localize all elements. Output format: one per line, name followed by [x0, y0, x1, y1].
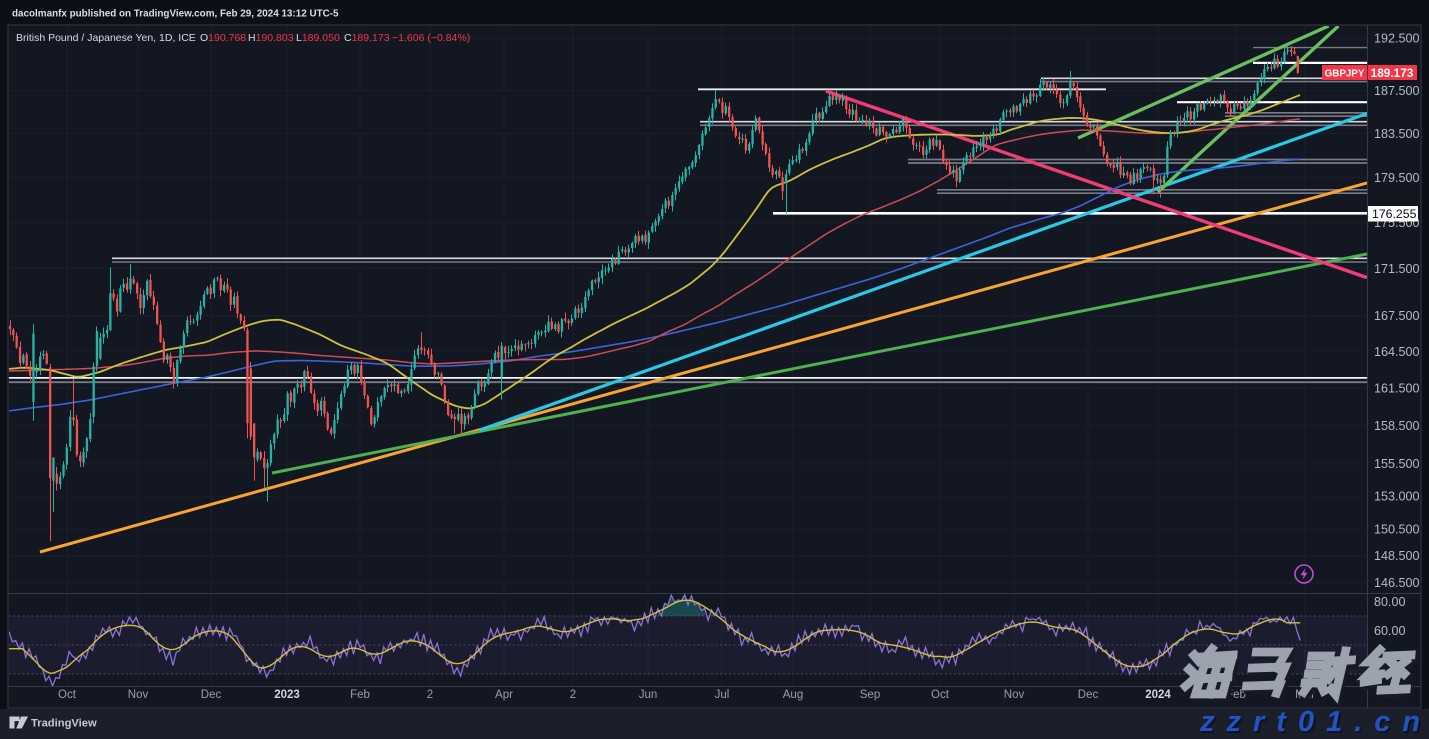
- svg-text:zzrt01.cn: zzrt01.cn: [1199, 706, 1429, 738]
- svg-text:C189.173: C189.173: [344, 32, 390, 44]
- svg-text:158.500: 158.500: [1374, 419, 1420, 433]
- svg-text:Jul: Jul: [715, 689, 730, 701]
- svg-text:2: 2: [427, 689, 433, 701]
- svg-text:O190.768: O190.768: [200, 32, 246, 44]
- svg-text:Dec: Dec: [201, 689, 222, 701]
- svg-text:150.500: 150.500: [1374, 523, 1420, 537]
- svg-text:L189.050: L189.050: [296, 32, 340, 44]
- svg-text:146.500: 146.500: [1374, 576, 1420, 590]
- svg-text:2023: 2023: [274, 689, 300, 701]
- svg-text:164.500: 164.500: [1374, 345, 1420, 359]
- svg-text:155.500: 155.500: [1374, 457, 1420, 471]
- svg-text:Feb: Feb: [350, 689, 370, 701]
- svg-text:2024: 2024: [1145, 689, 1171, 701]
- svg-text:189.173: 189.173: [1371, 66, 1414, 80]
- svg-text:167.500: 167.500: [1374, 309, 1420, 323]
- svg-text:Nov: Nov: [1004, 689, 1025, 701]
- svg-text:GBPJPY: GBPJPY: [1325, 68, 1365, 79]
- svg-text:dacolmanfx published on Tradin: dacolmanfx published on TradingView.com,…: [12, 9, 339, 20]
- svg-text:zzrt01.cn: zzrt01.cn: [1201, 708, 1429, 739]
- svg-text:TradingView: TradingView: [31, 718, 97, 730]
- svg-text:161.500: 161.500: [1374, 382, 1420, 396]
- svg-text:176.255: 176.255: [1372, 207, 1417, 221]
- svg-text:H190.803: H190.803: [248, 32, 294, 44]
- svg-text:Sep: Sep: [860, 689, 880, 701]
- svg-text:British Pound / Japanese Yen,: British Pound / Japanese Yen, 1D, ICE: [16, 32, 196, 44]
- svg-text:179.500: 179.500: [1374, 171, 1420, 185]
- svg-text:2: 2: [570, 689, 576, 701]
- svg-text:Jun: Jun: [639, 689, 658, 701]
- svg-text:183.500: 183.500: [1374, 127, 1420, 141]
- svg-text:Apr: Apr: [495, 689, 513, 701]
- svg-text:Dec: Dec: [1078, 689, 1099, 701]
- svg-text:Nov: Nov: [128, 689, 149, 701]
- svg-text:Aug: Aug: [783, 689, 803, 701]
- svg-text:80.00: 80.00: [1374, 595, 1406, 609]
- svg-text:148.500: 148.500: [1374, 549, 1420, 563]
- svg-text:−1.606 (−0.84%): −1.606 (−0.84%): [392, 32, 470, 44]
- svg-text:187.500: 187.500: [1374, 84, 1420, 98]
- svg-text:192.500: 192.500: [1374, 31, 1420, 45]
- svg-text:Oct: Oct: [58, 689, 77, 701]
- svg-text:171.500: 171.500: [1374, 262, 1420, 276]
- svg-text:60.00: 60.00: [1374, 624, 1406, 638]
- svg-text:Oct: Oct: [931, 689, 950, 701]
- svg-text:153.000: 153.000: [1374, 490, 1420, 504]
